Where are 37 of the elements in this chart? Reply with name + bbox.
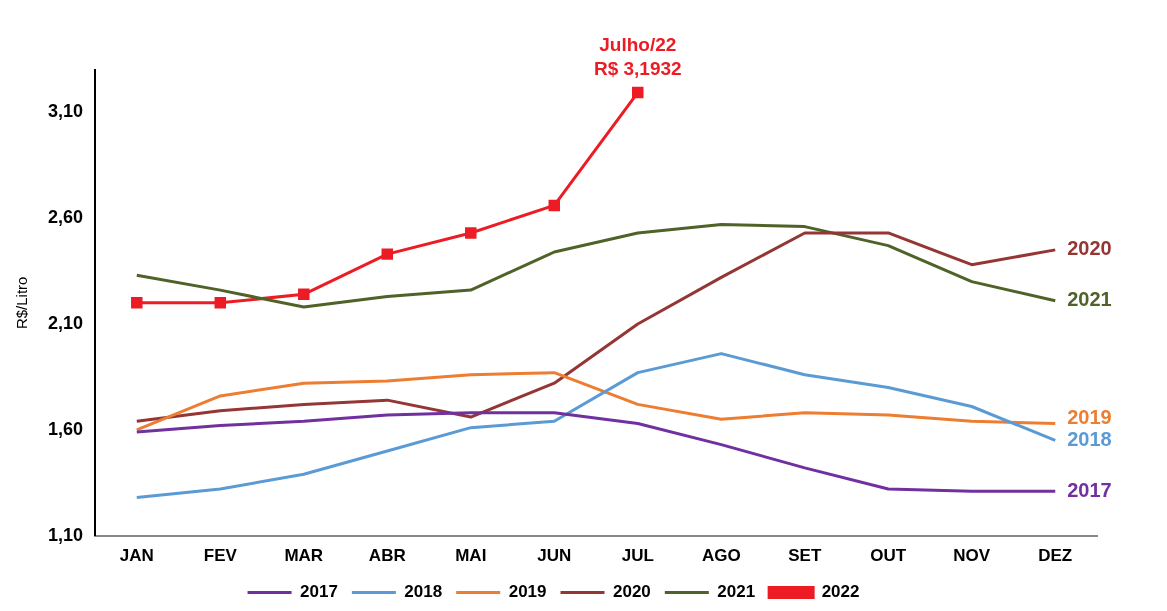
x-tick-label: OUT bbox=[870, 546, 907, 566]
x-tick-label: JAN bbox=[119, 546, 154, 566]
x-tick-label: ABR bbox=[368, 546, 406, 566]
x-tick-label: MAR bbox=[284, 546, 324, 566]
text: 2019 bbox=[1067, 405, 1112, 428]
text: 2017 bbox=[1067, 478, 1112, 501]
point bbox=[298, 288, 310, 301]
point bbox=[214, 297, 227, 309]
legend-label: 2019 bbox=[508, 582, 547, 602]
point bbox=[465, 227, 477, 239]
x-tick-label: NOV bbox=[953, 546, 991, 566]
legend-label: 2021 bbox=[717, 582, 756, 602]
y-tick-label: 3,10 bbox=[47, 101, 84, 122]
annotation: Julho/22 R$ 3,1932 bbox=[593, 33, 682, 79]
x-tick-label: JUL bbox=[621, 546, 654, 566]
x-tick-label: MAI bbox=[455, 546, 487, 566]
x-tick-label: DEZ bbox=[1038, 546, 1073, 566]
legend-label: 2022 bbox=[821, 582, 860, 602]
x-tick-label: AGO bbox=[701, 546, 741, 566]
legend-label: 2018 bbox=[404, 582, 443, 602]
y-tick-label: 2,10 bbox=[47, 312, 84, 333]
point bbox=[548, 199, 561, 212]
text: 2018 bbox=[1067, 427, 1112, 450]
legend-label: 2017 bbox=[300, 582, 338, 602]
y-tick-label: 2,60 bbox=[47, 207, 84, 228]
y-tick-label: 1,60 bbox=[47, 418, 84, 439]
text: 2021 bbox=[1067, 288, 1112, 311]
point bbox=[632, 86, 644, 99]
x-tick-label: JUN bbox=[537, 546, 572, 566]
point bbox=[131, 297, 143, 309]
point bbox=[381, 248, 394, 260]
x-tick-label: FEV bbox=[203, 546, 238, 566]
y-tick-label: 1,10 bbox=[47, 524, 84, 545]
legend-label: 2020 bbox=[613, 582, 651, 602]
y-axis-title: R$/Litro bbox=[13, 276, 31, 330]
x-tick-label: SET bbox=[788, 546, 822, 566]
text: 2020 bbox=[1067, 237, 1112, 260]
